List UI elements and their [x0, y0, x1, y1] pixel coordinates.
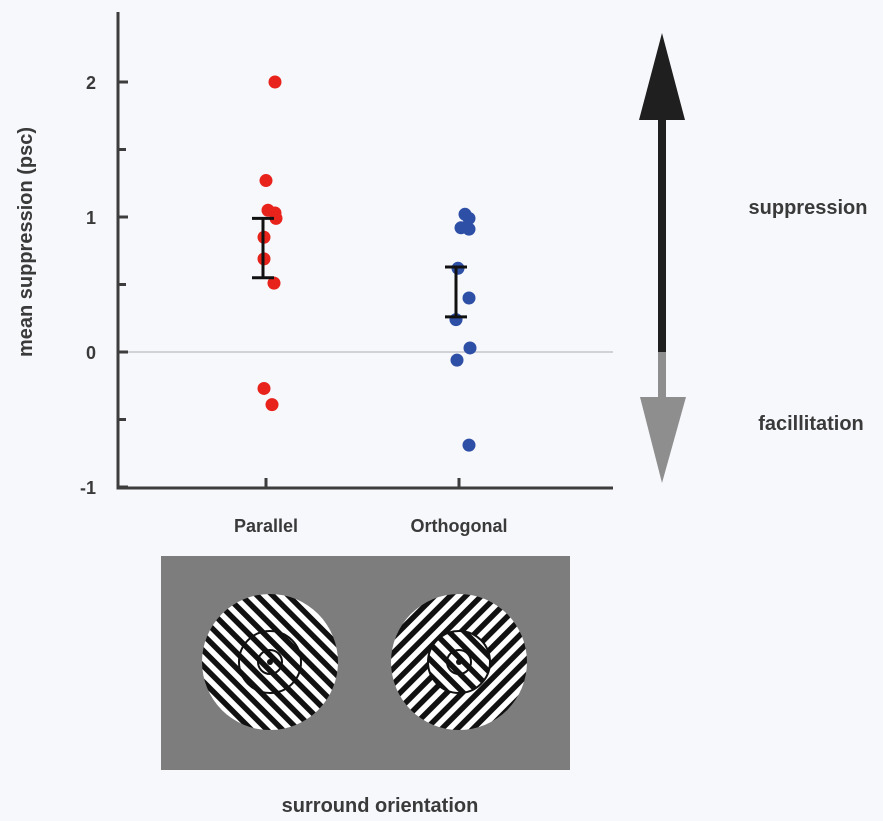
y-tick-label: 0	[86, 343, 96, 363]
data-point	[259, 174, 273, 188]
data-point	[450, 353, 464, 367]
x-axis-label: surround orientation	[282, 795, 479, 817]
suppression-label: suppression	[749, 197, 868, 219]
data-point	[269, 211, 283, 225]
orthogonal-stimulus	[391, 594, 527, 730]
category-label-parallel: Parallel	[234, 516, 298, 536]
data-point	[267, 276, 281, 290]
data-marks	[252, 75, 477, 452]
suppression-arrow	[639, 33, 685, 352]
data-point	[257, 381, 271, 395]
data-point	[463, 341, 477, 355]
y-axis-ticks: -1 0 1 2	[80, 73, 128, 498]
facilitation-label: facillitation	[758, 413, 864, 435]
facilitation-arrow	[640, 352, 686, 483]
data-point	[462, 222, 476, 236]
data-point	[268, 75, 282, 89]
category-label-orthogonal: Orthogonal	[411, 516, 508, 536]
y-tick-label: 1	[86, 208, 96, 228]
y-tick-label: -1	[80, 478, 96, 498]
data-point	[462, 291, 476, 305]
data-point	[462, 438, 476, 452]
data-point	[462, 211, 476, 225]
stimulus-panel	[161, 556, 570, 770]
y-axis-label: mean suppression (psc)	[15, 127, 37, 357]
error-bar	[445, 265, 467, 319]
y-tick-label: 2	[86, 73, 96, 93]
x-axis-ticks	[264, 478, 461, 488]
parallel-stimulus	[202, 594, 338, 730]
error-bar	[252, 216, 274, 280]
data-point	[265, 398, 279, 412]
